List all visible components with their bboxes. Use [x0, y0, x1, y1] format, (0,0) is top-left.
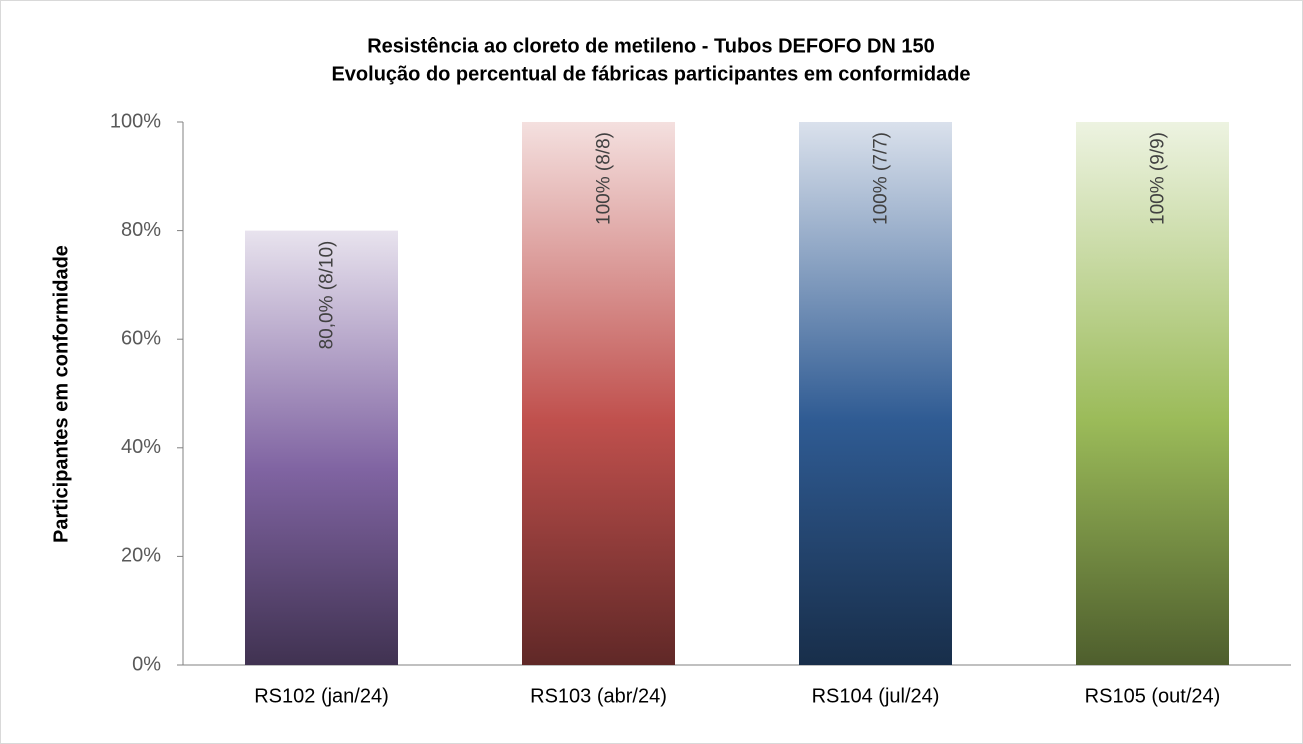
y-tick-label: 40% [121, 436, 161, 458]
bar [799, 122, 952, 665]
data-label: 80,0% (8/10) [317, 241, 338, 350]
y-tick-label: 80% [121, 219, 161, 241]
data-label: 100% (8/8) [594, 132, 615, 225]
data-label: 100% (9/9) [1148, 132, 1169, 225]
y-axis-title: Participantes em conformidade [50, 245, 72, 543]
y-tick-label: 60% [121, 327, 161, 349]
y-tick-label: 20% [121, 545, 161, 567]
bar [1076, 122, 1229, 665]
bar [522, 122, 675, 665]
x-tick-label: RS102 (jan/24) [254, 685, 389, 707]
bar [245, 230, 398, 665]
x-tick-label: RS103 (abr/24) [530, 685, 667, 707]
x-tick-label: RS104 (jul/24) [812, 685, 940, 707]
data-label: 100% (7/7) [871, 132, 892, 225]
y-tick-label: 0% [132, 653, 161, 675]
chart-title: Resistência ao cloreto de metileno - Tub… [367, 35, 935, 57]
chart-subtitle: Evolução do percentual de fábricas parti… [331, 63, 970, 85]
x-tick-label: RS105 (out/24) [1085, 685, 1221, 707]
y-tick-label: 100% [110, 110, 161, 132]
